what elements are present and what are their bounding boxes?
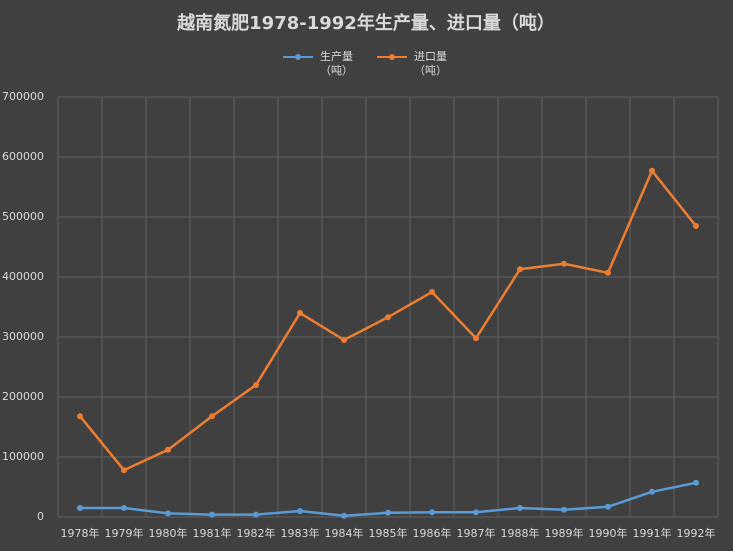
x-tick-label: 1989年 <box>545 526 584 540</box>
x-tick-label: 1980年 <box>149 526 188 540</box>
point <box>473 509 479 516</box>
point <box>649 488 655 495</box>
point <box>429 289 435 295</box>
point <box>473 335 479 342</box>
point <box>297 508 303 514</box>
legend-label: 进口量（吨） <box>414 50 447 77</box>
point <box>77 413 83 420</box>
point <box>517 266 523 273</box>
point <box>165 446 171 453</box>
x-tick-label: 1981年 <box>193 526 232 540</box>
point <box>429 509 435 516</box>
legend-item: 生产量（吨） <box>282 50 357 78</box>
legend-item: 进口量（吨） <box>376 50 451 78</box>
point <box>209 511 215 518</box>
point <box>517 505 523 511</box>
x-tick-label: 1979年 <box>105 526 144 540</box>
point <box>385 509 391 516</box>
x-tick-label: 1986年 <box>413 526 452 540</box>
point <box>561 260 567 267</box>
y-tick-label: 400000 <box>2 270 44 283</box>
chart-title: 越南氮肥1978-1992年生产量、进口量（吨） <box>176 12 555 34</box>
series-line <box>79 168 697 472</box>
point <box>385 314 391 321</box>
point <box>77 505 83 511</box>
x-tick-label: 1983年 <box>281 526 320 540</box>
point <box>649 167 655 174</box>
point <box>121 505 127 511</box>
point <box>341 512 347 519</box>
y-tick-label: 600000 <box>2 150 44 163</box>
x-tick-label: 1991年 <box>633 526 672 540</box>
legend-swatch <box>282 54 313 60</box>
point <box>121 467 127 474</box>
x-tick-label: 1992年 <box>677 526 716 540</box>
legend-label: 生产量（吨） <box>320 50 353 77</box>
y-tick-label: 0 <box>37 510 44 523</box>
point <box>341 337 347 343</box>
legend: 生产量（吨） 进口量（吨） <box>0 50 733 78</box>
y-tick-label: 500000 <box>2 210 44 223</box>
point <box>561 506 567 513</box>
legend-swatch <box>376 54 407 60</box>
x-tick-label: 1978年 <box>61 526 100 540</box>
y-tick-label: 100000 <box>2 450 44 463</box>
y-tick-label: 300000 <box>2 330 44 343</box>
point <box>605 503 611 510</box>
x-tick-label: 1988年 <box>501 526 540 540</box>
x-tick-label: 1985年 <box>369 526 408 540</box>
x-tick-label: 1982年 <box>237 526 276 540</box>
point <box>253 511 259 518</box>
point <box>209 413 215 420</box>
point <box>297 310 303 316</box>
y-tick-label: 700000 <box>2 90 44 103</box>
x-tick-label: 1987年 <box>457 526 496 540</box>
point <box>253 382 259 388</box>
x-tick-label: 1990年 <box>589 526 628 540</box>
y-tick-label: 200000 <box>2 390 44 403</box>
point <box>693 223 699 229</box>
x-tick-label: 1984年 <box>325 526 364 540</box>
point <box>693 479 699 486</box>
point <box>605 269 611 276</box>
point <box>165 510 171 517</box>
